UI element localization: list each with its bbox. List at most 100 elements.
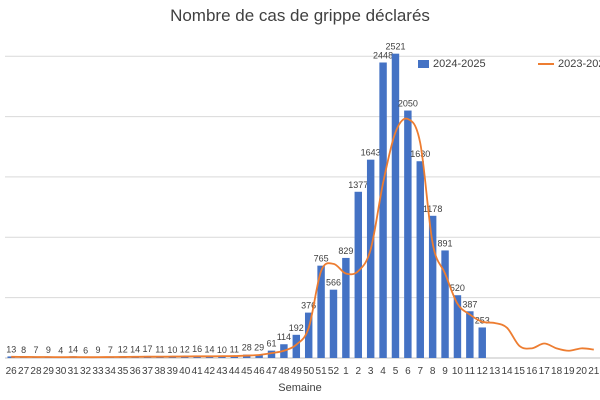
bar bbox=[342, 257, 350, 358]
bar-data-label: 10 bbox=[217, 345, 227, 355]
bar-data-label: 2448 bbox=[373, 50, 393, 60]
x-tick-label: 47 bbox=[266, 366, 278, 377]
x-tick-label: 45 bbox=[241, 366, 253, 377]
bar-data-label: 1630 bbox=[410, 149, 430, 159]
bar bbox=[230, 356, 239, 358]
legend-bar-label: 2024-2025 bbox=[433, 58, 486, 70]
bar-data-label: 2521 bbox=[385, 42, 405, 52]
x-tick-label: 30 bbox=[55, 366, 67, 377]
x-tick-label: 10 bbox=[452, 366, 464, 377]
x-tick-label: 1 bbox=[343, 366, 349, 377]
bar bbox=[441, 250, 449, 358]
bar-data-label: 891 bbox=[438, 238, 453, 248]
x-tick-label: 37 bbox=[142, 366, 154, 377]
legend-line-swatch bbox=[538, 63, 554, 65]
x-tick-label: 6 bbox=[405, 366, 411, 377]
x-tick-label: 7 bbox=[417, 366, 423, 377]
x-tick-label: 35 bbox=[117, 366, 129, 377]
bar-data-label: 12 bbox=[118, 345, 128, 355]
x-tick-label: 50 bbox=[303, 366, 315, 377]
x-tick-label: 42 bbox=[204, 366, 216, 377]
x-tick-label: 16 bbox=[526, 366, 538, 377]
bar-data-label: 829 bbox=[338, 246, 353, 256]
x-tick-label: 40 bbox=[179, 366, 191, 377]
bar-data-label: 12 bbox=[180, 345, 190, 355]
bar-data-label: 8 bbox=[21, 345, 26, 355]
x-tick-label: 17 bbox=[539, 366, 551, 377]
x-tick-label: 4 bbox=[380, 366, 386, 377]
bar-data-label: 1643 bbox=[361, 148, 381, 158]
bar-data-label: 1178 bbox=[423, 204, 442, 214]
series-line bbox=[11, 117, 594, 359]
x-tick-label: 49 bbox=[291, 366, 303, 377]
bar bbox=[416, 161, 424, 358]
x-tick-label: 32 bbox=[80, 366, 92, 377]
bar-data-label: 14 bbox=[130, 344, 140, 354]
bar bbox=[428, 215, 437, 358]
bar bbox=[267, 350, 276, 358]
bar-data-label: 376 bbox=[301, 301, 316, 311]
x-tick-label: 34 bbox=[105, 366, 117, 377]
x-tick-label: 28 bbox=[30, 366, 42, 377]
x-tick-label: 12 bbox=[477, 366, 489, 377]
bar-data-label: 9 bbox=[95, 345, 100, 355]
bar-data-label: 14 bbox=[68, 344, 78, 354]
x-axis-label: Semaine bbox=[278, 382, 322, 394]
x-tick-label: 11 bbox=[465, 366, 476, 377]
x-tick-label: 27 bbox=[18, 366, 30, 377]
bar-data-label: 2050 bbox=[398, 99, 418, 109]
bar-data-label: 1377 bbox=[348, 180, 368, 190]
x-tick-label: 43 bbox=[216, 366, 228, 377]
bar-data-label: 114 bbox=[277, 332, 291, 342]
bar-data-label: 192 bbox=[289, 323, 304, 333]
bar-data-label: 17 bbox=[143, 344, 153, 354]
bar bbox=[391, 53, 400, 358]
x-tick-label: 5 bbox=[393, 366, 399, 377]
legend-item-line-series: 2023-202 bbox=[538, 58, 600, 70]
bar-data-label: 13 bbox=[6, 344, 16, 354]
bar bbox=[218, 356, 226, 358]
legend-item-bar-series: 2024-2025 bbox=[418, 58, 486, 70]
bar-data-label: 11 bbox=[230, 345, 239, 355]
x-tick-label: 21 bbox=[588, 366, 600, 377]
x-tick-label: 3 bbox=[368, 366, 374, 377]
x-tick-label: 44 bbox=[229, 366, 241, 377]
legend-line-label: 2023-202 bbox=[558, 58, 600, 70]
bar-data-label: 520 bbox=[450, 283, 465, 293]
bar-data-label: 7 bbox=[33, 345, 38, 355]
x-tick-label: 36 bbox=[130, 366, 142, 377]
bar bbox=[317, 265, 325, 358]
bar-data-label: 387 bbox=[462, 299, 477, 309]
x-tick-label: 9 bbox=[442, 366, 448, 377]
bar bbox=[255, 354, 263, 358]
bar-data-label: 7 bbox=[108, 345, 113, 355]
bar-data-label: 4 bbox=[58, 346, 63, 356]
x-tick-label: 2 bbox=[356, 366, 362, 377]
bar-data-label: 61 bbox=[267, 339, 277, 349]
bar-data-label: 9 bbox=[46, 345, 51, 355]
bar-data-label: 566 bbox=[326, 278, 341, 288]
x-tick-label: 33 bbox=[92, 366, 104, 377]
bar bbox=[404, 110, 412, 359]
x-tick-label: 39 bbox=[167, 366, 179, 377]
x-tick-label: 19 bbox=[563, 366, 575, 377]
x-tick-label: 29 bbox=[43, 366, 55, 377]
bar bbox=[366, 159, 375, 358]
bar-data-label: 29 bbox=[254, 342, 264, 352]
bar-data-label: 253 bbox=[475, 315, 490, 325]
x-tick-label: 38 bbox=[154, 366, 166, 377]
x-tick-label: 52 bbox=[328, 366, 340, 377]
bar-data-label: 14 bbox=[205, 344, 215, 354]
bar bbox=[304, 312, 313, 358]
x-tick-label: 8 bbox=[430, 366, 436, 377]
chart-title: Nombre de cas de grippe déclarés bbox=[170, 6, 430, 25]
legend-bar-swatch bbox=[418, 60, 429, 68]
x-tick-label: 51 bbox=[316, 366, 328, 377]
x-tick-label: 31 bbox=[68, 366, 80, 377]
x-tick-label: 15 bbox=[514, 366, 526, 377]
x-tick-label: 13 bbox=[489, 366, 501, 377]
x-tick-label: 48 bbox=[278, 366, 290, 377]
bar-data-label: 11 bbox=[155, 345, 164, 355]
x-tick-label: 14 bbox=[501, 366, 513, 377]
